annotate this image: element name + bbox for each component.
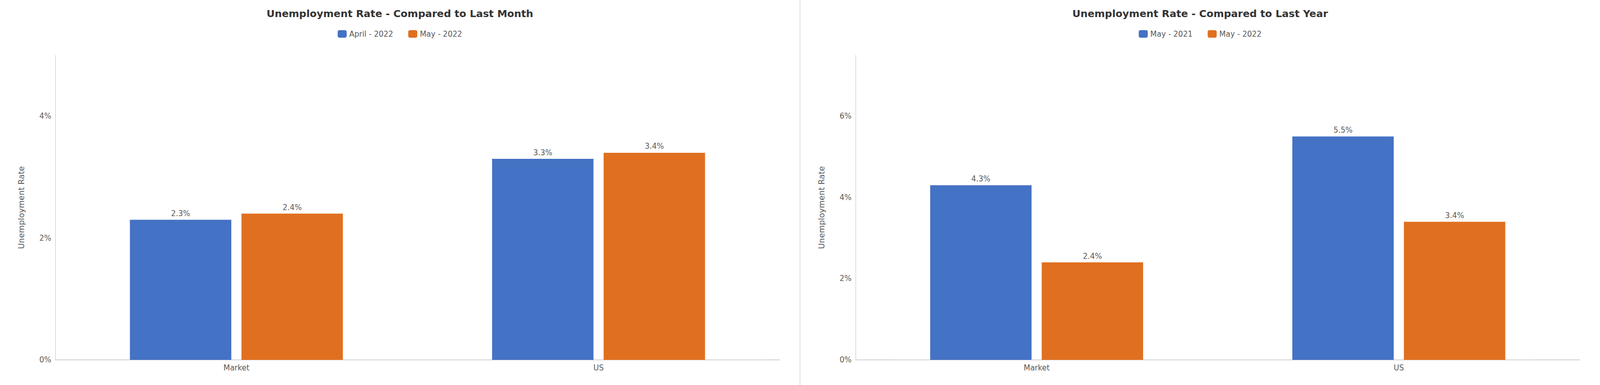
svg-text:3.4%: 3.4% xyxy=(1445,211,1465,221)
svg-text:2.3%: 2.3% xyxy=(170,209,191,219)
svg-text:0%: 0% xyxy=(39,355,52,365)
svg-text:4%: 4% xyxy=(39,111,52,121)
svg-text:May - 2022: May - 2022 xyxy=(1219,29,1262,39)
svg-text:Unemployment Rate - Compared t: Unemployment Rate - Compared to Last Yea… xyxy=(1072,7,1329,20)
svg-text:May - 2021: May - 2021 xyxy=(1150,29,1193,39)
svg-text:US: US xyxy=(1393,363,1404,373)
svg-text:Market: Market xyxy=(223,363,250,373)
svg-text:2.4%: 2.4% xyxy=(282,203,302,213)
svg-text:2%: 2% xyxy=(839,273,852,284)
svg-text:US: US xyxy=(593,363,604,373)
svg-text:3.4%: 3.4% xyxy=(644,141,665,151)
svg-text:6%: 6% xyxy=(839,111,852,121)
svg-text:0%: 0% xyxy=(839,355,852,365)
svg-text:3.3%: 3.3% xyxy=(533,148,553,158)
svg-text:5.5%: 5.5% xyxy=(1333,125,1353,135)
svg-text:Market: Market xyxy=(1023,363,1050,373)
svg-text:2.4%: 2.4% xyxy=(1082,251,1102,261)
svg-text:Unemployment Rate: Unemployment Rate xyxy=(816,166,827,250)
svg-text:2%: 2% xyxy=(39,233,52,243)
svg-text:May - 2022: May - 2022 xyxy=(419,29,462,39)
svg-text:Unemployment Rate: Unemployment Rate xyxy=(16,166,27,250)
svg-text:April - 2022: April - 2022 xyxy=(349,29,394,39)
svg-text:Unemployment Rate - Compared t: Unemployment Rate - Compared to Last Mon… xyxy=(266,7,534,20)
svg-text:4.3%: 4.3% xyxy=(971,174,991,184)
svg-text:4%: 4% xyxy=(839,193,852,203)
